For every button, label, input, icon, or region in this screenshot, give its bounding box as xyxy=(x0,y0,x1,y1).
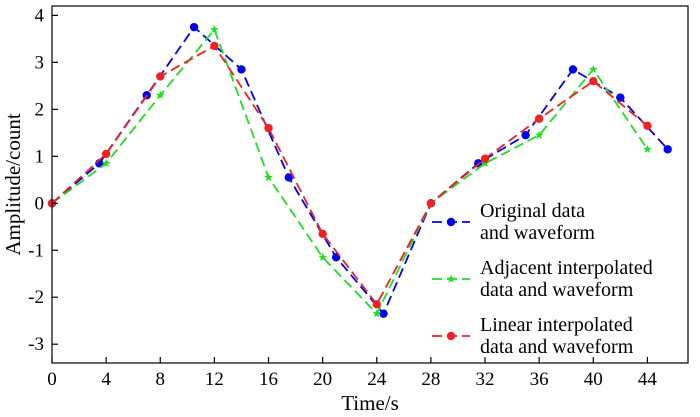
y-tick-label: 4 xyxy=(35,5,45,26)
data-point xyxy=(534,130,544,139)
legend-label: data and waveform xyxy=(480,279,634,301)
x-tick-label: 44 xyxy=(638,369,658,390)
y-tick-label: 2 xyxy=(35,99,45,120)
legend-marker xyxy=(446,217,456,227)
series-layer xyxy=(47,22,672,318)
x-tick-label: 8 xyxy=(156,369,166,390)
legend-marker xyxy=(446,274,456,283)
plot-frame xyxy=(51,5,689,364)
data-point xyxy=(589,76,598,86)
data-point xyxy=(318,252,327,261)
x-tick-label: 24 xyxy=(367,369,387,390)
data-point xyxy=(101,149,111,159)
legend-marker xyxy=(446,331,456,341)
y-tick-label: 3 xyxy=(35,52,45,73)
x-axis-title: Time/s xyxy=(341,391,399,415)
x-tick-label: 28 xyxy=(421,369,440,390)
data-point xyxy=(663,145,672,154)
x-tick-label: 32 xyxy=(476,369,495,390)
series-line xyxy=(51,44,648,306)
data-point xyxy=(264,123,273,133)
y-tick-label: 0 xyxy=(35,193,45,214)
x-tick-label: 40 xyxy=(584,369,603,390)
data-point xyxy=(480,158,490,167)
y-tick-label: -2 xyxy=(28,287,44,308)
x-tick-label: 12 xyxy=(205,369,224,390)
linear-interpolated-series xyxy=(47,41,652,309)
y-tick-label: -1 xyxy=(28,240,44,261)
data-point xyxy=(264,172,273,182)
x-tick-label: 0 xyxy=(47,369,57,390)
y-tick-label: -3 xyxy=(28,334,44,355)
data-point xyxy=(372,309,382,318)
series-line xyxy=(51,27,649,316)
data-point xyxy=(616,93,625,102)
data-point xyxy=(568,65,578,74)
x-tick-label: 20 xyxy=(313,369,332,390)
data-point xyxy=(521,130,530,140)
data-point xyxy=(237,65,246,74)
data-point xyxy=(101,158,111,167)
data-point xyxy=(210,41,219,51)
x-tick-label: 16 xyxy=(259,369,278,390)
data-point xyxy=(643,144,652,153)
data-point xyxy=(426,199,436,208)
legend-label: and waveform xyxy=(480,222,595,244)
data-point xyxy=(189,22,199,32)
legend-label: Adjacent interpolated xyxy=(480,257,653,279)
data-point xyxy=(372,300,381,309)
data-point xyxy=(284,173,294,182)
legend-label: data and waveform xyxy=(480,336,634,358)
data-point xyxy=(210,24,219,34)
data-point xyxy=(155,90,165,99)
data-point xyxy=(534,114,544,123)
data-point xyxy=(379,309,388,318)
x-tick-label: 4 xyxy=(101,369,111,390)
x-tick-label: 36 xyxy=(530,369,549,390)
data-point xyxy=(480,154,490,163)
legend-label: Linear interpolated xyxy=(480,314,633,336)
data-point xyxy=(589,64,598,74)
data-point xyxy=(318,229,327,239)
legend-label: Original data xyxy=(480,200,585,222)
y-axis-title: Amplitude/count xyxy=(1,113,25,255)
data-point xyxy=(643,121,652,130)
y-tick-label: 1 xyxy=(35,146,45,167)
data-point xyxy=(156,72,165,81)
